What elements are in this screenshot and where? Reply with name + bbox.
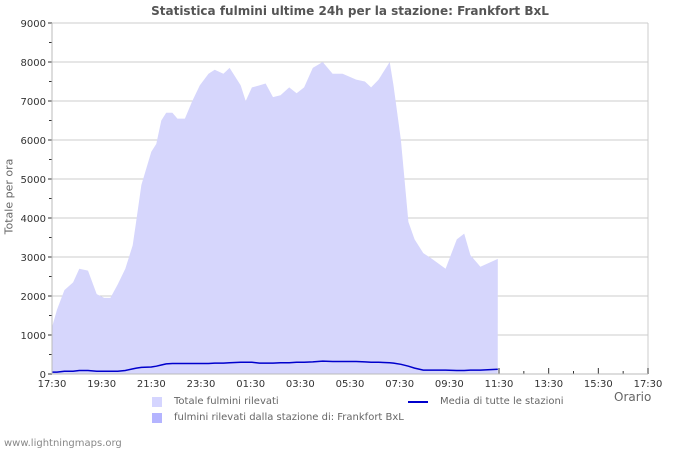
average-line-series (52, 360, 498, 373)
y-tick-label: 1000 (21, 331, 46, 342)
legend-station-label: fulmini rilevati dalla stazione di: Fran… (174, 412, 404, 423)
x-tick-label: 15:30 (584, 379, 613, 390)
total-area-series (52, 62, 498, 374)
y-tick-label: 4000 (21, 214, 46, 225)
y-tick-label: 3000 (21, 253, 46, 264)
x-tick-label: 07:30 (385, 379, 414, 390)
footer-source-link[interactable]: www.lightningmaps.org (4, 438, 122, 449)
y-tick-label: 8000 (21, 58, 46, 69)
legend-station: fulmini rilevati dalla stazione di: Fran… (152, 412, 404, 423)
legend-total-label: Totale fulmini rilevati (174, 396, 279, 407)
chart-title: Statistica fulmini ultime 24h per la sta… (151, 4, 549, 18)
x-tick-label: 17:30 (38, 379, 67, 390)
y-tick-label: 5000 (21, 175, 46, 186)
x-tick-label: 13:30 (534, 379, 563, 390)
legend-station-swatch (152, 412, 162, 423)
x-tick-label: 01:30 (236, 379, 265, 390)
legend-average-label: Media di tutte le stazioni (440, 396, 564, 407)
y-tick-label: 2000 (21, 292, 46, 303)
legend-total-swatch (152, 396, 162, 407)
legend-average-swatch (408, 400, 428, 403)
x-tick-label: 09:30 (435, 379, 464, 390)
x-tick-label: 23:30 (187, 379, 216, 390)
x-tick-label: 17:30 (634, 379, 663, 390)
x-tick-label: 21:30 (137, 379, 166, 390)
legend-total: Totale fulmini rilevati (152, 396, 279, 407)
y-tick-label: 6000 (21, 136, 46, 147)
x-tick-label: 03:30 (286, 379, 315, 390)
y-tick-label: 0 (40, 370, 46, 381)
x-tick-label: 19:30 (87, 379, 116, 390)
x-tick-label: 11:30 (485, 379, 514, 390)
y-axis-label: Totale per ora (2, 158, 16, 235)
y-axis-ticks: 0 1000 2000 3000 4000 5000 6000 7000 8000 9000 (21, 19, 52, 381)
legend-average: Media di tutte le stazioni (408, 396, 564, 407)
x-axis-label: Orario (614, 390, 652, 404)
x-axis-ticks: 17:30 19:30 21:30 23:30 01:30 03:30 05:30 07:30… (38, 368, 663, 390)
y-tick-label: 9000 (21, 19, 46, 30)
x-tick-label: 05:30 (336, 379, 365, 390)
y-tick-label: 7000 (21, 97, 46, 108)
